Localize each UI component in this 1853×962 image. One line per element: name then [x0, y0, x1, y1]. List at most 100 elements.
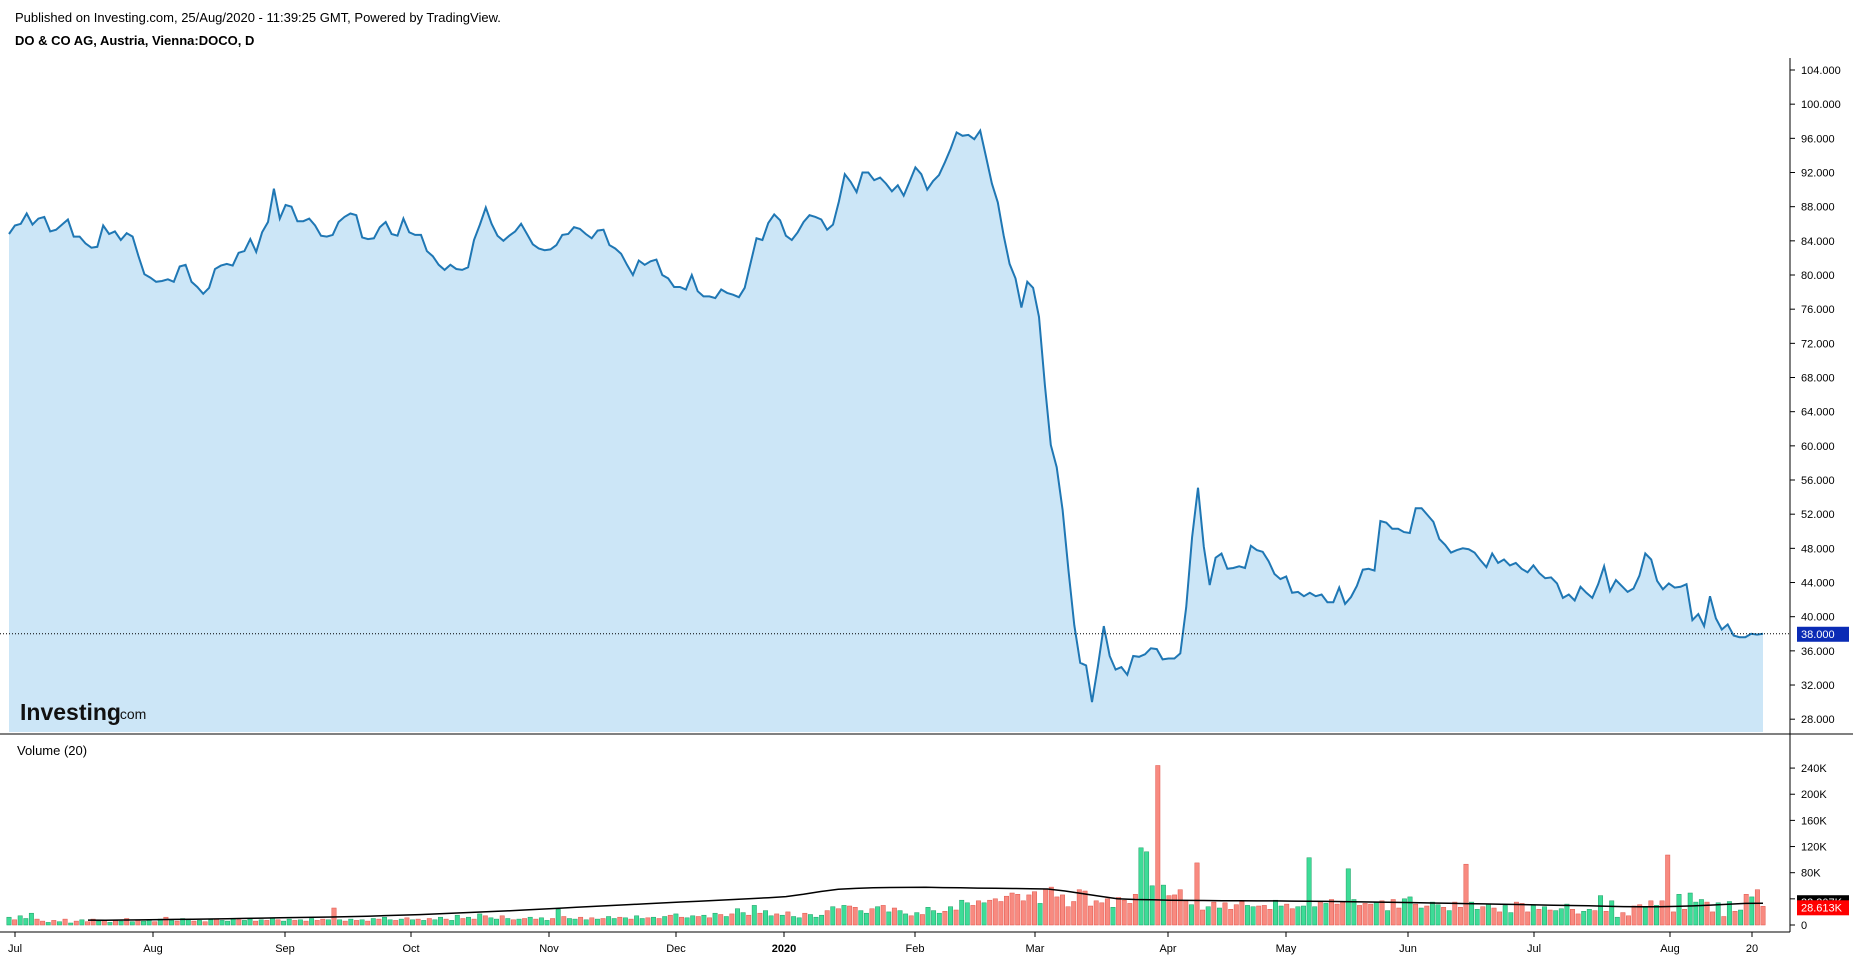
volume-bar: [460, 918, 466, 926]
volume-bar: [1116, 897, 1122, 926]
volume-tick-label: 0: [1801, 920, 1807, 932]
volume-bar: [1536, 909, 1542, 926]
volume-bar: [1670, 911, 1676, 926]
volume-bar: [701, 914, 707, 926]
volume-bar: [45, 922, 51, 926]
volume-bar: [404, 917, 410, 926]
volume-bar: [236, 919, 242, 926]
volume-bar: [634, 915, 640, 926]
volume-bar: [1413, 903, 1419, 926]
volume-bar: [398, 918, 404, 926]
volume-bar: [791, 916, 797, 926]
date-tick-label: Mar: [1026, 943, 1045, 955]
volume-bar: [690, 915, 696, 926]
volume-bar: [751, 905, 757, 926]
volume-bar: [1104, 898, 1110, 926]
volume-bar: [1525, 911, 1531, 926]
volume-bar: [376, 918, 382, 926]
volume-bar: [830, 906, 836, 926]
volume-bar: [1250, 906, 1256, 926]
volume-bar: [219, 920, 225, 926]
volume-bar: [1474, 909, 1480, 926]
volume-bar: [1082, 890, 1088, 926]
volume-bar: [180, 918, 186, 926]
volume-bar: [1138, 847, 1144, 926]
volume-bar: [802, 912, 808, 926]
chart-title: DO & CO AG, Austria, Vienna:DOCO, D: [15, 33, 255, 48]
volume-bar: [869, 908, 875, 926]
volume-bar: [1026, 894, 1032, 926]
volume-bar: [1676, 894, 1682, 926]
volume-bar: [275, 919, 281, 926]
volume-bar: [185, 919, 191, 926]
price-tick-label: 28.000: [1801, 714, 1835, 726]
volume-bar: [225, 920, 231, 926]
volume-bar: [1620, 912, 1626, 926]
volume-bar: [1513, 901, 1519, 926]
volume-bar: [269, 917, 275, 926]
volume-bar: [1233, 904, 1239, 926]
volume-bar: [449, 920, 455, 926]
volume-bar: [12, 919, 18, 926]
date-tick-label: Jul: [1527, 943, 1541, 955]
volume-bar: [1626, 915, 1631, 926]
volume-bar: [667, 914, 673, 926]
volume-bar: [779, 914, 785, 926]
volume-bar: [1211, 901, 1217, 926]
volume-bar: [1698, 899, 1704, 926]
volume-bar: [51, 920, 57, 926]
volume-bar: [101, 920, 107, 926]
volume-bar: [824, 910, 830, 926]
volume-bar: [695, 916, 701, 926]
volume-bar: [1149, 885, 1155, 926]
volume-bar: [1463, 863, 1469, 926]
volume-bar: [1121, 899, 1127, 926]
volume-tick-label: 160K: [1801, 815, 1827, 827]
volume-bar: [662, 916, 668, 926]
volume-bar: [516, 918, 522, 926]
volume-bar: [1721, 916, 1727, 926]
volume-bar: [875, 906, 881, 926]
volume-bar: [785, 911, 791, 926]
volume-bar: [1188, 904, 1194, 926]
volume-bar: [712, 912, 718, 926]
price-tick-label: 76.000: [1801, 304, 1835, 316]
volume-bar: [841, 905, 847, 926]
volume-bar: [1205, 906, 1211, 926]
volume-bar: [1278, 905, 1284, 926]
volume-bar: [1665, 854, 1671, 926]
volume-bar: [925, 907, 931, 926]
volume-bar: [1228, 909, 1234, 926]
volume-bar: [1144, 851, 1150, 926]
volume-bar: [1418, 907, 1424, 926]
volume-bar: [813, 916, 819, 926]
volume-bar: [987, 899, 993, 926]
volume-bar: [1340, 901, 1346, 926]
volume-bar: [1379, 900, 1385, 926]
volume-panel-title: Volume (20): [17, 743, 87, 758]
volume-bar: [264, 920, 270, 926]
volume-bar: [583, 919, 589, 926]
investing-logo[interactable]: Investing .com: [20, 699, 146, 725]
volume-bar: [880, 905, 886, 926]
volume-bar: [1256, 905, 1262, 926]
volume-bar: [1037, 903, 1043, 926]
volume-bar: [23, 918, 29, 926]
volume-bar: [1441, 907, 1447, 926]
volume-bar: [370, 918, 376, 926]
volume-bar: [17, 915, 23, 926]
volume-bar: [1743, 894, 1749, 926]
volume-bar: [1642, 907, 1648, 926]
volume-bar: [337, 919, 343, 926]
volume-bar: [679, 916, 684, 926]
volume-bar: [1245, 905, 1250, 926]
volume-bar: [230, 918, 236, 926]
volume-bar: [1491, 907, 1497, 926]
volume-bar: [1530, 905, 1536, 926]
volume-bar: [1570, 909, 1575, 926]
volume-bar: [286, 918, 292, 926]
price-tick-label: 96.000: [1801, 133, 1835, 145]
volume-bar: [163, 916, 169, 926]
volume-bar: [510, 919, 516, 926]
